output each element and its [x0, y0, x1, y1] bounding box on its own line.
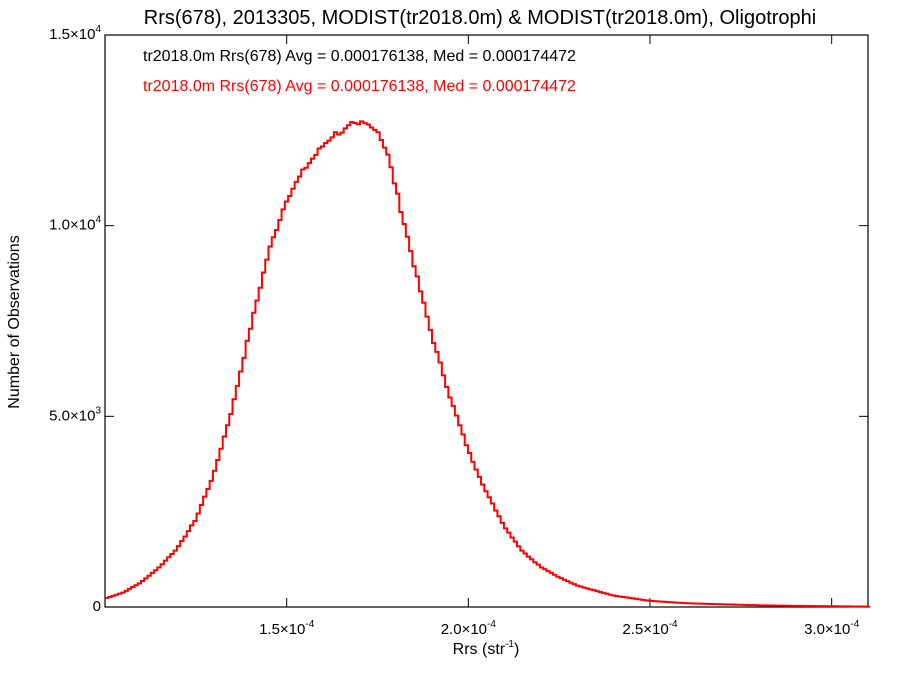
- y-axis-label: Number of Observations: [6, 235, 23, 408]
- x-tick-label: 2.0×10-4: [441, 619, 497, 638]
- x-tick-label: 3.0×10-4: [804, 619, 860, 638]
- series-layer: [105, 120, 871, 608]
- chart-title: Rrs(678), 2013305, MODIST(tr2018.0m) & M…: [144, 7, 816, 29]
- x-axis-label-main: Rrs (str: [453, 641, 506, 658]
- y-axis-ticks: 0 5.0×103 1.0×104 1.5×104: [49, 24, 868, 615]
- y-tick-label: 1.5×104: [49, 24, 101, 43]
- histogram-series-line: [105, 120, 871, 608]
- legend-entry-red: tr2018.0m Rrs(678) Avg = 0.000176138, Me…: [143, 78, 576, 95]
- x-axis-label-close: ): [514, 641, 519, 658]
- x-tick-label: 1.5×10-4: [259, 619, 315, 638]
- x-axis-ticks: 1.5×10-4 2.0×10-4 2.5×10-4 3.0×10-4: [259, 35, 860, 638]
- legend-entry-black: tr2018.0m Rrs(678) Avg = 0.000176138, Me…: [143, 48, 576, 65]
- plot-area-frame: [104, 34, 869, 608]
- y-tick-label: 1.0×104: [49, 215, 101, 234]
- x-axis-label-exponent: -1: [505, 639, 514, 650]
- x-axis-label: Rrs (str-1): [453, 639, 520, 658]
- y-tick-label: 5.0×103: [49, 405, 101, 424]
- y-tick-label: 0: [93, 598, 101, 615]
- x-tick-label: 2.5×10-4: [622, 619, 678, 638]
